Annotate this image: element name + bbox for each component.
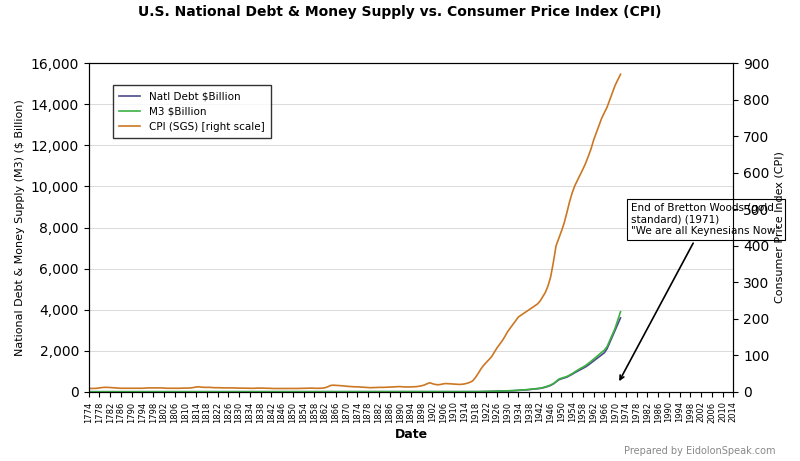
- Natl Debt $Billion: [358, 389, 367, 395]
- CPI (SGS) [right scale]: [84, 386, 94, 391]
- Line: M3 $Billion: M3 $Billion: [89, 312, 621, 392]
- Y-axis label: Consumer Price Index (CPI): Consumer Price Index (CPI): [775, 152, 785, 303]
- CPI (SGS) [right scale]: [616, 71, 626, 77]
- Text: Prepared by EidolonSpeak.com: Prepared by EidolonSpeak.com: [625, 446, 776, 456]
- Text: U.S. National Debt & Money Supply vs. Consumer Price Index (CPI): U.S. National Debt & Money Supply vs. Co…: [138, 5, 662, 18]
- Line: Natl Debt $Billion: Natl Debt $Billion: [89, 318, 621, 392]
- Text: End of Bretton Woods (gold
standard) (1971)
"We are all Keynesians Now": End of Bretton Woods (gold standard) (19…: [620, 203, 780, 379]
- M3 $Billion: [597, 349, 606, 355]
- CPI (SGS) [right scale]: [358, 384, 367, 390]
- CPI (SGS) [right scale]: [546, 274, 555, 279]
- Y-axis label: National Debt & Money Supply (M3) ($ Billion): National Debt & Money Supply (M3) ($ Bil…: [15, 99, 25, 356]
- Natl Debt $Billion: [616, 315, 626, 320]
- Natl Debt $Billion: [278, 389, 287, 395]
- Natl Debt $Billion: [578, 366, 588, 371]
- CPI (SGS) [right scale]: [278, 386, 287, 391]
- Natl Debt $Billion: [600, 350, 610, 355]
- Natl Debt $Billion: [546, 383, 555, 388]
- CPI (SGS) [right scale]: [578, 166, 588, 172]
- CPI (SGS) [right scale]: [600, 110, 610, 115]
- M3 $Billion: [616, 309, 626, 314]
- M3 $Billion: [575, 366, 585, 371]
- CPI (SGS) [right scale]: [326, 383, 335, 388]
- Natl Debt $Billion: [326, 389, 335, 395]
- M3 $Billion: [84, 389, 94, 395]
- M3 $Billion: [355, 389, 365, 395]
- X-axis label: Date: Date: [394, 428, 427, 441]
- M3 $Billion: [543, 383, 553, 389]
- CPI (SGS) [right scale]: [270, 386, 279, 391]
- M3 $Billion: [323, 389, 333, 395]
- Legend: Natl Debt $Billion, M3 $Billion, CPI (SGS) [right scale]: Natl Debt $Billion, M3 $Billion, CPI (SG…: [114, 85, 270, 138]
- Natl Debt $Billion: [248, 389, 258, 395]
- Natl Debt $Billion: [84, 389, 94, 395]
- M3 $Billion: [274, 389, 284, 395]
- Line: CPI (SGS) [right scale]: CPI (SGS) [right scale]: [89, 74, 621, 389]
